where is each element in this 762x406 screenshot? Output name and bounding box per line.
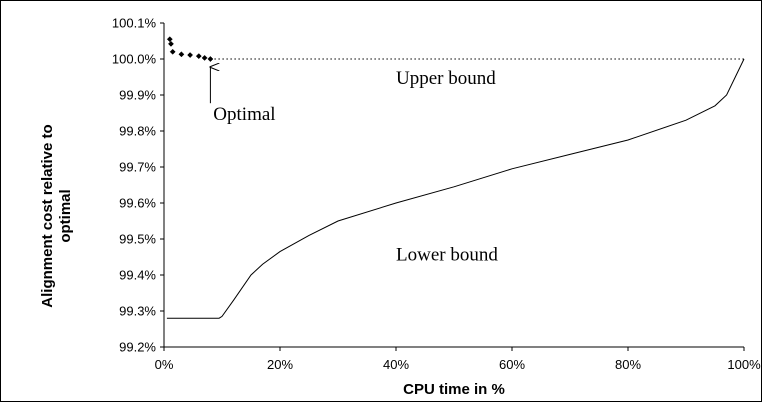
y-tick-label: 99.3% bbox=[119, 304, 156, 319]
y-axis-title-line-2: optimal bbox=[57, 189, 74, 242]
y-tick-label: 99.2% bbox=[119, 340, 156, 355]
x-tick-label: 0% bbox=[155, 357, 174, 372]
plot-area: 99.2% 99.3% 99.4% 99.5% 99.6% 99.7% 99.8% 99.9%… bbox=[112, 16, 761, 373]
diamond-marker bbox=[201, 54, 208, 61]
lower-bound-line bbox=[166, 58, 745, 319]
x-axis-title: CPU time in % bbox=[403, 381, 505, 398]
diamond-marker bbox=[187, 52, 194, 58]
y-tick-label: 99.9% bbox=[119, 88, 156, 103]
diamond-marker bbox=[166, 36, 173, 43]
x-tick-label: 100% bbox=[727, 357, 761, 372]
diamond-marker bbox=[195, 53, 202, 60]
y-axis-title-line-1: Alignment cost relative to bbox=[39, 124, 56, 307]
y-tick-label: 99.8% bbox=[119, 124, 156, 139]
y-tick-label: 100.1% bbox=[112, 16, 157, 31]
diamond-marker bbox=[207, 56, 214, 62]
x-tick-label: 80% bbox=[615, 357, 641, 372]
y-tick-label: 99.5% bbox=[119, 232, 156, 247]
x-tick-label: 20% bbox=[267, 357, 293, 372]
x-tick-label: 60% bbox=[499, 357, 525, 372]
y-tick-label: 99.7% bbox=[119, 160, 156, 175]
y-tick-label: 99.4% bbox=[119, 268, 156, 283]
x-tick-label: 40% bbox=[383, 357, 409, 372]
lower-bound-label: Lower bound bbox=[396, 245, 498, 266]
y-tick-label: 100.0% bbox=[112, 52, 157, 67]
upper-bound-label: Upper bound bbox=[396, 68, 496, 89]
y-tick-label: 99.6% bbox=[119, 196, 156, 211]
optimal-label: Optimal bbox=[213, 104, 275, 125]
diamond-marker bbox=[168, 40, 174, 47]
diamond-marker bbox=[178, 51, 185, 58]
diamond-marker bbox=[169, 48, 176, 55]
y-axis-title: Alignment cost relative to optimal bbox=[39, 124, 74, 307]
